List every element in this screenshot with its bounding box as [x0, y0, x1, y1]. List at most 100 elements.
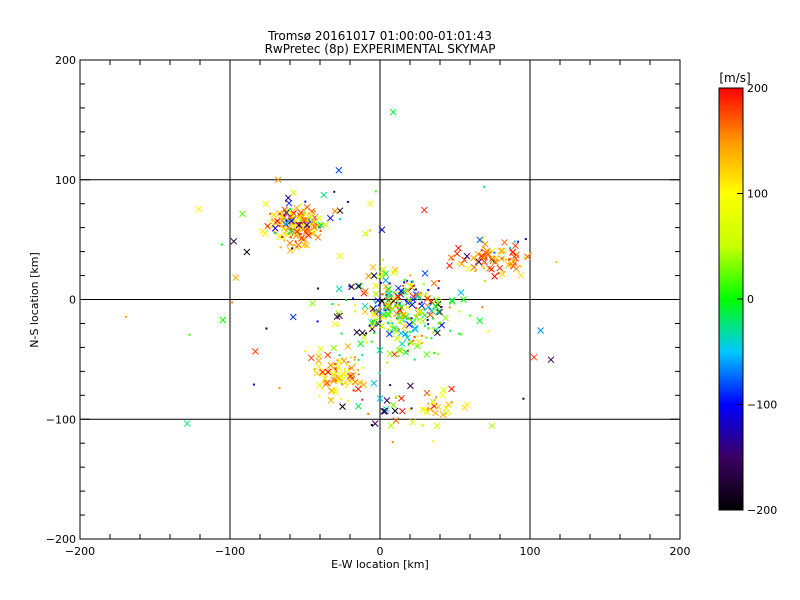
- data-point: [355, 402, 362, 410]
- data-point: [350, 356, 353, 359]
- data-point: [406, 279, 409, 282]
- data-point: [376, 346, 384, 354]
- data-point: [297, 209, 304, 216]
- data-point: [278, 386, 281, 389]
- data-point: [420, 292, 423, 295]
- data-point: [380, 408, 388, 415]
- data-point: [317, 345, 325, 353]
- data-point: [335, 310, 343, 317]
- data-point: [427, 289, 430, 292]
- data-point: [395, 395, 398, 398]
- data-point: [416, 307, 423, 315]
- data-point: [281, 220, 284, 223]
- data-point: [271, 218, 274, 221]
- data-point: [427, 323, 430, 326]
- data-point: [273, 231, 276, 234]
- data-point: [419, 313, 422, 316]
- data-point: [504, 258, 507, 261]
- data-point: [446, 262, 453, 269]
- data-point: [386, 299, 389, 302]
- data-point: [258, 228, 266, 235]
- data-point: [330, 344, 338, 352]
- data-point: [458, 332, 461, 335]
- data-point: [483, 279, 486, 282]
- data-point: [341, 379, 349, 386]
- data-point: [513, 265, 520, 273]
- data-point: [318, 395, 321, 398]
- data-point: [334, 379, 337, 382]
- colorbar-tick-label: 100: [747, 188, 768, 201]
- data-point: [522, 397, 525, 400]
- data-point: [397, 287, 405, 295]
- data-point: [386, 321, 389, 324]
- data-point: [371, 420, 379, 428]
- data-point: [384, 314, 387, 317]
- data-point: [457, 289, 465, 296]
- data-point: [382, 277, 390, 284]
- data-point: [188, 333, 191, 336]
- data-point: [407, 382, 414, 390]
- data-point: [309, 300, 316, 307]
- data-point: [313, 369, 321, 377]
- data-point: [501, 257, 504, 260]
- data-point: [388, 282, 391, 285]
- data-point: [423, 295, 431, 302]
- data-point: [220, 243, 223, 246]
- data-point: [547, 356, 555, 364]
- data-point: [369, 229, 372, 232]
- data-point: [299, 233, 302, 236]
- data-point: [340, 332, 343, 335]
- data-point: [361, 398, 364, 401]
- data-point: [361, 353, 364, 356]
- data-point: [333, 313, 341, 321]
- data-point: [402, 330, 409, 338]
- data-point: [513, 240, 516, 243]
- data-point: [440, 306, 443, 309]
- data-point: [360, 381, 368, 388]
- data-point: [433, 296, 440, 304]
- data-point: [389, 384, 392, 387]
- data-point: [327, 396, 335, 404]
- colorbar-tick-label: 200: [747, 82, 768, 95]
- data-point: [393, 335, 400, 342]
- colorbar-tick-label: −200: [747, 504, 777, 517]
- data-point: [511, 253, 518, 261]
- data-point: [316, 320, 319, 323]
- data-point: [285, 199, 293, 207]
- y-axis-label: N-S location [km]: [28, 252, 41, 348]
- data-point: [398, 340, 406, 348]
- data-point: [336, 252, 344, 260]
- data-point: [423, 351, 431, 358]
- y-tick-label: 200: [55, 54, 76, 67]
- data-point: [421, 341, 424, 344]
- colorbar-ticks: 200 100 0 −100 −200: [737, 82, 777, 517]
- data-point: [420, 206, 428, 214]
- data-point: [303, 221, 311, 229]
- data-point: [482, 267, 485, 270]
- data-point: [360, 333, 368, 341]
- data-point: [519, 265, 522, 268]
- grid-lines: [80, 60, 680, 539]
- data-point: [365, 272, 372, 280]
- data-point: [380, 311, 387, 318]
- data-point: [395, 317, 398, 320]
- data-point: [331, 386, 339, 394]
- data-point: [476, 317, 484, 325]
- data-point: [397, 313, 400, 316]
- data-point: [313, 210, 316, 213]
- data-point: [275, 233, 283, 240]
- data-point: [397, 317, 400, 320]
- data-point: [279, 226, 282, 229]
- data-point: [355, 282, 362, 290]
- data-point: [321, 375, 329, 382]
- data-point: [308, 230, 316, 237]
- data-point: [423, 389, 431, 397]
- data-point: [430, 313, 433, 316]
- data-point: [414, 342, 421, 350]
- data-point: [432, 440, 435, 443]
- data-point: [389, 401, 397, 409]
- data-point: [505, 261, 512, 269]
- data-point: [273, 230, 276, 233]
- data-point: [387, 422, 395, 429]
- colorbar-tick-label: −100: [747, 399, 777, 412]
